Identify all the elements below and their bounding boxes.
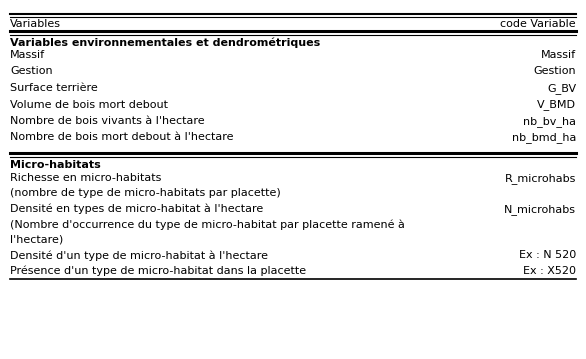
Text: Nombre de bois mort debout à l'hectare: Nombre de bois mort debout à l'hectare: [10, 132, 233, 143]
Text: (Nombre d'occurrence du type de micro-habitat par placette ramené à: (Nombre d'occurrence du type de micro-ha…: [10, 219, 405, 230]
Text: code Variable: code Variable: [500, 19, 576, 29]
Text: Densité d'un type de micro-habitat à l'hectare: Densité d'un type de micro-habitat à l'h…: [10, 251, 268, 261]
Text: Ex : N 520: Ex : N 520: [519, 251, 576, 261]
Text: V_BMD: V_BMD: [537, 99, 576, 111]
Text: nb_bmd_ha: nb_bmd_ha: [512, 132, 576, 143]
Text: Massif: Massif: [10, 50, 45, 60]
Text: Variables environnementales et dendrométriques: Variables environnementales et dendromét…: [10, 37, 321, 47]
Text: R_microhabs: R_microhabs: [505, 173, 576, 184]
Text: l'hectare): l'hectare): [10, 235, 63, 245]
Text: Nombre de bois vivants à l'hectare: Nombre de bois vivants à l'hectare: [10, 116, 205, 126]
Text: nb_bv_ha: nb_bv_ha: [523, 116, 576, 127]
Text: N_microhabs: N_microhabs: [504, 204, 576, 215]
Text: Gestion: Gestion: [10, 66, 53, 76]
Text: Présence d'un type de micro-habitat dans la placette: Présence d'un type de micro-habitat dans…: [10, 266, 306, 276]
Text: Richesse en micro-habitats: Richesse en micro-habitats: [10, 173, 161, 183]
Text: Surface terrière: Surface terrière: [10, 83, 98, 93]
Text: Gestion: Gestion: [533, 66, 576, 76]
Text: G_BV: G_BV: [547, 83, 576, 94]
Text: Micro-habitats: Micro-habitats: [10, 160, 101, 170]
Text: (nombre de type de micro-habitats par placette): (nombre de type de micro-habitats par pl…: [10, 188, 281, 199]
Text: Densité en types de micro-habitat à l'hectare: Densité en types de micro-habitat à l'he…: [10, 204, 263, 214]
Text: Variables: Variables: [10, 19, 61, 29]
Text: Volume de bois mort debout: Volume de bois mort debout: [10, 99, 168, 109]
Text: Ex : X520: Ex : X520: [523, 266, 576, 276]
Text: Massif: Massif: [541, 50, 576, 60]
